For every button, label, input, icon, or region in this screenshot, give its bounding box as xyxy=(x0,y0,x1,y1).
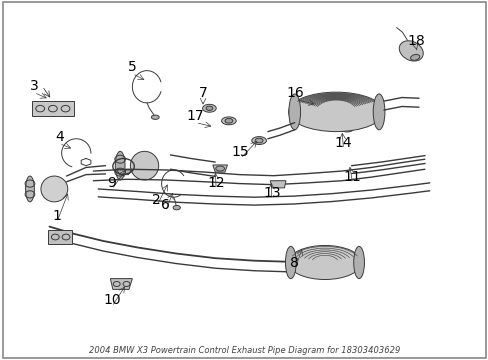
Text: 3: 3 xyxy=(29,79,38,93)
Ellipse shape xyxy=(372,94,384,130)
Ellipse shape xyxy=(25,176,34,202)
Ellipse shape xyxy=(151,115,159,120)
Ellipse shape xyxy=(339,124,353,132)
Text: 18: 18 xyxy=(407,34,424,48)
Text: 16: 16 xyxy=(286,86,304,100)
Text: 17: 17 xyxy=(186,109,204,123)
Ellipse shape xyxy=(215,166,224,171)
Ellipse shape xyxy=(224,118,232,123)
Text: 7: 7 xyxy=(198,86,207,100)
Ellipse shape xyxy=(285,246,296,279)
Text: 13: 13 xyxy=(263,186,280,200)
Ellipse shape xyxy=(205,106,212,111)
Text: 2: 2 xyxy=(152,193,161,207)
Polygon shape xyxy=(32,101,74,116)
Ellipse shape xyxy=(288,246,361,279)
Ellipse shape xyxy=(202,104,216,112)
Text: 12: 12 xyxy=(207,176,224,190)
Ellipse shape xyxy=(410,54,419,60)
Text: 6: 6 xyxy=(161,198,170,212)
Text: 10: 10 xyxy=(103,293,121,307)
Polygon shape xyxy=(117,170,131,175)
Text: 5: 5 xyxy=(128,60,137,74)
Text: 1: 1 xyxy=(52,209,61,223)
Ellipse shape xyxy=(41,176,68,202)
Polygon shape xyxy=(110,279,132,289)
Ellipse shape xyxy=(251,136,266,144)
Text: 9: 9 xyxy=(107,176,116,190)
Ellipse shape xyxy=(342,126,350,130)
Text: 4: 4 xyxy=(55,130,63,144)
Ellipse shape xyxy=(288,94,300,130)
Ellipse shape xyxy=(399,41,423,61)
Ellipse shape xyxy=(173,206,180,210)
Polygon shape xyxy=(48,230,72,244)
Ellipse shape xyxy=(353,246,364,279)
Text: 8: 8 xyxy=(290,256,299,270)
Ellipse shape xyxy=(255,138,263,143)
Polygon shape xyxy=(270,181,285,188)
Text: 11: 11 xyxy=(343,170,361,184)
Text: 15: 15 xyxy=(231,145,249,159)
Ellipse shape xyxy=(115,151,125,180)
Polygon shape xyxy=(212,165,227,172)
Text: 14: 14 xyxy=(334,136,351,150)
Text: 2004 BMW X3 Powertrain Control Exhaust Pipe Diagram for 18303403629: 2004 BMW X3 Powertrain Control Exhaust P… xyxy=(89,346,399,355)
Ellipse shape xyxy=(221,117,236,125)
Ellipse shape xyxy=(288,92,383,132)
Ellipse shape xyxy=(130,151,158,180)
